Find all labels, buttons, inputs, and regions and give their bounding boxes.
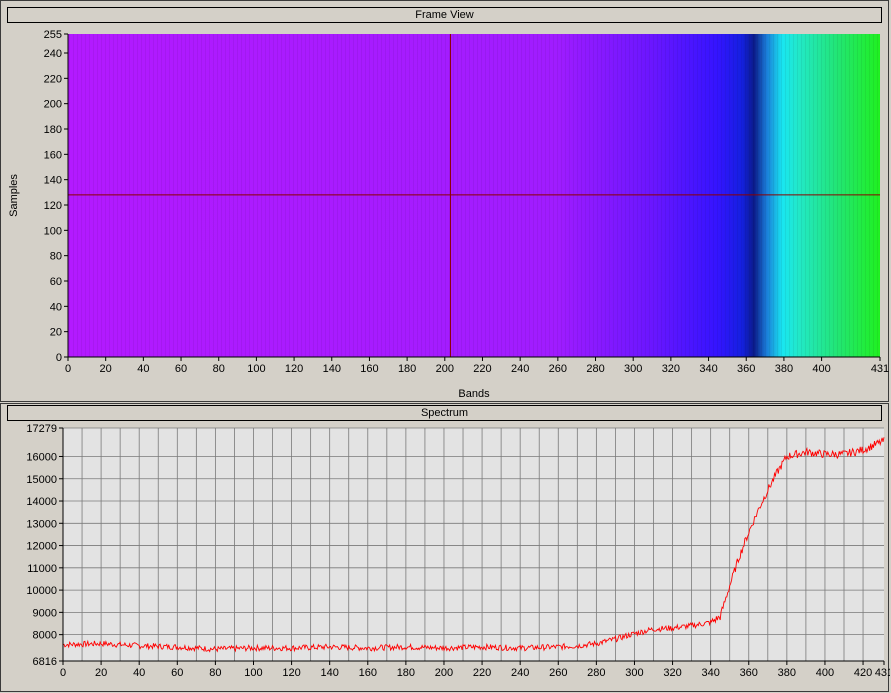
frame-y-tick-label: 0 (56, 352, 62, 364)
spectrum-x-tick-label: 80 (209, 667, 221, 679)
spectrum-y-tick-label: 8000 (33, 630, 57, 642)
spectrum-x-tick-label: 140 (321, 667, 339, 679)
frame-x-tick-label: 40 (137, 363, 149, 375)
frame-x-tick-label: 60 (175, 363, 187, 375)
spectrum-x-tick-label: 340 (701, 667, 719, 679)
spectrum-y-tick-label: 10000 (26, 585, 57, 597)
spectrum-x-tick-label: 160 (359, 667, 377, 679)
frame-y-tick-label: 200 (44, 99, 62, 111)
frame-x-tick-label: 0 (65, 363, 71, 375)
spectrum-x-tick-label: 120 (282, 667, 300, 679)
frame-x-tick-label: 220 (473, 363, 491, 375)
spectrum-x-tick-label: 400 (816, 667, 834, 679)
spectrum-x-tick-label: 0 (60, 667, 66, 679)
frame-heatmap-texture (68, 34, 880, 357)
spectrum-y-tick-label: 16000 (26, 451, 57, 463)
frame-x-tick-label: 360 (737, 363, 755, 375)
spectrum-x-tick-label: 260 (549, 667, 567, 679)
frame-y-tick-label: 220 (44, 73, 62, 85)
spectrum-y-tick-label: 12000 (26, 541, 57, 553)
frame-y-tick-label: 80 (50, 251, 62, 263)
frame-y-tick-label: 140 (44, 175, 62, 187)
frame-x-tick-label: 140 (323, 363, 341, 375)
spectrum-background (63, 428, 884, 661)
frame-x-tick-label: 380 (775, 363, 793, 375)
spectrum-plot-area[interactable] (63, 428, 884, 661)
spectrum-y-tick-label: 13000 (26, 518, 57, 530)
frame-x-tick-label: 120 (285, 363, 303, 375)
spectrum-x-tick-label: 431 (875, 667, 890, 679)
spectrum-x-tick-label: 20 (95, 667, 107, 679)
frame-x-tick-label: 160 (360, 363, 378, 375)
frame-x-tick-label: 20 (100, 363, 112, 375)
spectrum-x-tick-label: 420 (854, 667, 872, 679)
frame-x-axis-label: Bands (458, 388, 490, 400)
spectrum-y-tick-label: 11000 (27, 563, 57, 575)
spectrum-panel: Spectrum 0 20 40 60 80 100 120 140 160 180 200 220 2… (0, 403, 889, 692)
frame-y-tick-label: 240 (44, 48, 62, 60)
frame-y-tick-label: 20 (50, 327, 62, 339)
frame-x-tick-label: 80 (213, 363, 225, 375)
frame-y-tick-label: 40 (50, 301, 62, 313)
frame-x-tick-label: 240 (511, 363, 529, 375)
spectrum-x-tick-label: 200 (435, 667, 453, 679)
frame-x-tick-label: 260 (549, 363, 567, 375)
spectrum-y-tick-label: 9000 (33, 607, 57, 619)
spectrum-x-tick-label: 280 (587, 667, 605, 679)
frame-y-tick-label: 180 (44, 124, 62, 136)
frame-x-tick-label: 340 (699, 363, 717, 375)
frame-y-tick-label: 120 (44, 200, 62, 212)
frame-x-tick-label: 400 (812, 363, 830, 375)
spectrum-x-tick-label: 300 (625, 667, 643, 679)
frame-y-axis-label: Samples (8, 174, 20, 217)
frame-image[interactable] (68, 34, 880, 357)
frame-x-tick-label: 300 (624, 363, 642, 375)
frame-y-tick-label: 255 (44, 29, 62, 41)
frame-x-tick-label: 200 (436, 363, 454, 375)
frame-x-tick-label: 180 (398, 363, 416, 375)
frame-y-tick-label: 160 (44, 149, 62, 161)
spectrum-x-tick-label: 60 (171, 667, 183, 679)
frame-x-tick-label: 100 (247, 363, 265, 375)
frame-x-tick-label: 280 (586, 363, 604, 375)
spectrum-x-tick-label: 100 (244, 667, 262, 679)
spectrum-x-tick-label: 380 (778, 667, 796, 679)
spectrum-x-tick-label: 220 (473, 667, 491, 679)
spectrum-y-tick-label: 6816 (33, 656, 57, 668)
frame-x-tick-label: 431 (871, 363, 889, 375)
spectrum-y-tick-label: 14000 (26, 496, 57, 508)
spectrum-plot[interactable]: 0 20 40 60 80 100 120 140 160 180 200 220 240 260 280 3… (1, 404, 890, 693)
frame-y-tick-label: 100 (44, 225, 62, 237)
frame-y-tick-label: 60 (50, 276, 62, 288)
spectrum-x-tick-label: 180 (397, 667, 415, 679)
frame-view-plot[interactable]: 0 20 40 60 80 100 120 140 160 180 200 220 240 260 280 3… (1, 1, 890, 403)
frame-view-panel: Frame View 0 20 40 60 80 100 120 140 160 180 200 22… (0, 0, 889, 402)
spectrum-x-tick-label: 40 (133, 667, 145, 679)
spectrum-y-tick-label: 15000 (26, 474, 57, 486)
spectrum-x-tick-label: 320 (663, 667, 681, 679)
spectrum-y-tick-label: 17279 (26, 423, 57, 435)
spectrum-x-tick-label: 360 (740, 667, 758, 679)
spectrum-x-tick-label: 240 (511, 667, 529, 679)
frame-x-tick-label: 320 (662, 363, 680, 375)
